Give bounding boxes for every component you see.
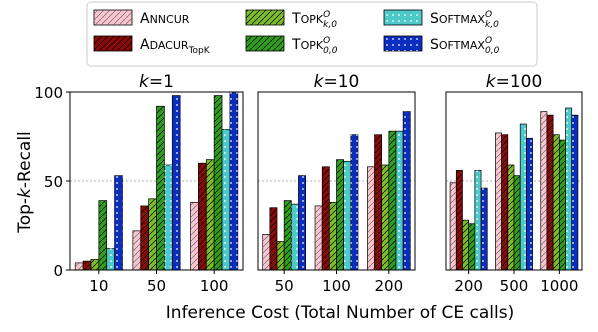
y-tick-label: 100: [34, 84, 63, 102]
legend-swatch-hatch: [384, 10, 422, 25]
bar-hatch: [450, 182, 457, 270]
bar-hatch: [291, 204, 299, 270]
bar-hatch: [374, 134, 382, 270]
bar-hatch: [507, 164, 514, 270]
legend-label: TOPKO 0,0: [291, 36, 338, 56]
legend: ANNCUR ADACURTopK TOPKO k,0 TOPKO 0,0 SOFTMAXO…: [86, 1, 538, 67]
bar-hatch: [114, 175, 123, 270]
bar-hatch: [395, 131, 404, 270]
bar-hatch: [206, 159, 215, 270]
bar-hatch: [298, 175, 306, 270]
y-axis-label: Top-k-Recall: [15, 131, 35, 234]
bar-hatch: [546, 115, 554, 270]
bar-hatch: [322, 166, 330, 270]
bar-hatch: [468, 223, 475, 270]
bar-hatch: [164, 164, 173, 270]
bar-hatch: [329, 202, 337, 270]
bar-hatch: [501, 134, 508, 270]
panel-title: k=1: [139, 72, 174, 92]
bar-hatch: [514, 175, 521, 270]
x-tick-label: 1000: [540, 277, 578, 295]
bar-hatch: [367, 166, 375, 270]
bar-hatch: [388, 131, 396, 270]
legend-label: SOFTMAXO 0,0: [430, 36, 500, 56]
legend-swatch-hatch: [246, 10, 284, 25]
legend-item-softmax_k0: SOFTMAXO k,0: [383, 9, 499, 30]
x-tick-label: 50: [147, 277, 166, 295]
bar-hatch: [456, 170, 463, 270]
chart-panel-2: k=10 50 100 200: [257, 72, 416, 295]
bar-hatch: [214, 95, 223, 270]
bar-hatch: [269, 207, 278, 270]
x-tick-label: 200: [454, 277, 483, 295]
legend-item-topk_00: TOPKO 0,0: [245, 35, 338, 56]
bar-hatch: [315, 205, 323, 270]
bar-hatch: [495, 132, 502, 270]
bar-hatch: [98, 200, 107, 270]
bar-hatch: [481, 188, 488, 270]
x-tick-label: 10: [89, 277, 108, 295]
bar-hatch: [140, 205, 149, 270]
bar-hatch: [83, 261, 91, 270]
bar-hatch: [520, 124, 527, 270]
legend-item-annCUR: ANNCUR: [93, 9, 190, 27]
bar-hatch: [148, 198, 157, 270]
chart-panel-1: k=1 10 50 100 0 50 100: [34, 72, 244, 295]
bar-hatch: [403, 111, 411, 270]
bar-hatch: [559, 140, 566, 270]
bar-hatch: [474, 170, 482, 270]
legend-swatch-hatch: [94, 10, 132, 25]
bar-hatch: [190, 202, 199, 270]
bar-hatch: [132, 230, 141, 270]
bar-hatch: [571, 115, 578, 270]
bar-hatch: [462, 220, 469, 270]
x-tick-label: 100: [200, 277, 229, 295]
bar-hatch: [343, 161, 351, 270]
panel-frame: [445, 91, 583, 271]
bar-hatch: [565, 108, 572, 271]
bar-hatch: [381, 164, 389, 270]
legend-label: SOFTMAXO k,0: [430, 10, 499, 30]
x-tick-label: 50: [275, 277, 294, 295]
legend-box: [86, 1, 538, 67]
bar-hatch: [284, 200, 292, 270]
bar-hatch: [156, 106, 165, 271]
legend-label: ADACURTopK: [140, 37, 211, 56]
x-axis-label: Inference Cost (Total Number of CE calls…: [166, 303, 514, 323]
bar-hatch: [553, 134, 560, 270]
bar-hatch: [262, 234, 270, 270]
legend-item-adaCUR: ADACURTopK: [93, 35, 211, 56]
bar-hatch: [90, 259, 99, 270]
legend-item-topk_k0: TOPKO k,0: [245, 9, 337, 30]
bar-hatch: [198, 163, 207, 270]
bar-hatch: [222, 129, 230, 270]
legend-swatch-hatch: [384, 36, 422, 51]
chart-panel-3: k=100 200 500 1000: [445, 72, 583, 295]
y-tick-label: 0: [53, 262, 63, 280]
y-tick-label: 50: [44, 173, 63, 191]
legend-swatch-hatch: [246, 36, 284, 51]
panel-title: k=10: [314, 72, 360, 92]
bar-hatch: [106, 248, 115, 270]
x-tick-label: 500: [500, 277, 529, 295]
panel-title: k=100: [486, 72, 543, 92]
bar-hatch: [229, 92, 238, 270]
bar-hatch: [277, 241, 285, 270]
legend-label: TOPKO k,0: [291, 10, 337, 30]
legend-item-softmax_00: SOFTMAXO 0,0: [383, 35, 500, 56]
bar-hatch: [172, 95, 181, 270]
bar-hatch: [336, 159, 344, 270]
x-tick-label: 100: [322, 277, 351, 295]
legend-swatch-hatch: [94, 36, 132, 51]
bar-hatch: [526, 138, 533, 270]
bar-hatch: [350, 134, 358, 270]
panel-frame: [257, 91, 416, 271]
bar-hatch: [75, 262, 84, 270]
x-tick-label: 200: [375, 277, 404, 295]
bar-hatch: [540, 111, 547, 270]
legend-label: ANNCUR: [140, 11, 190, 27]
